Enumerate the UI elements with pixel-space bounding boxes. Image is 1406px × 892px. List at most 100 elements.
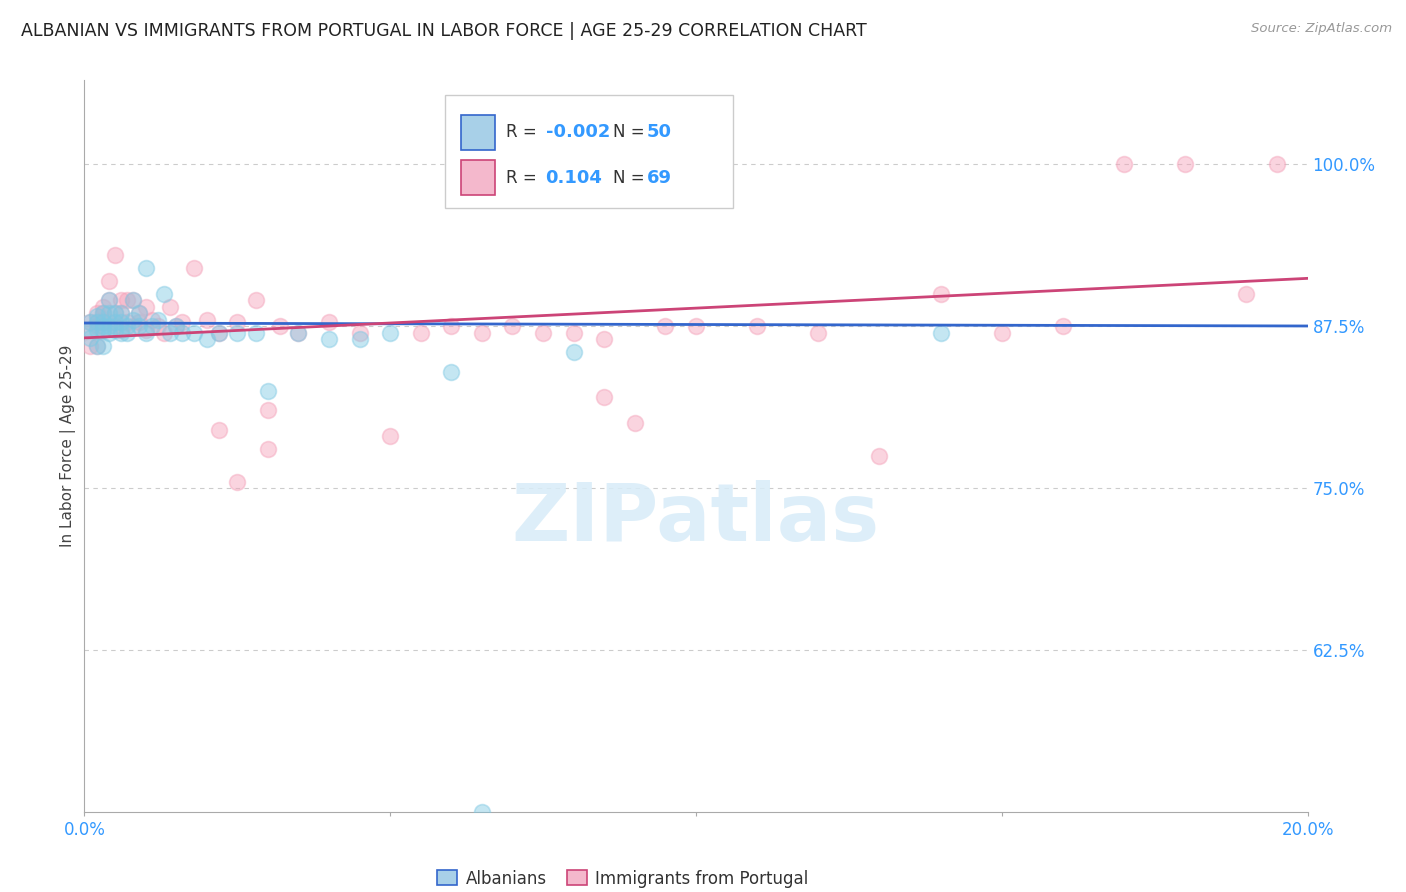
Point bbox=[153, 326, 176, 340]
Point bbox=[318, 332, 340, 346]
Point bbox=[502, 319, 524, 334]
Point bbox=[91, 306, 114, 320]
Text: ZIPatlas: ZIPatlas bbox=[512, 480, 880, 558]
Point bbox=[208, 326, 231, 340]
Point bbox=[86, 315, 108, 329]
Point bbox=[183, 260, 205, 275]
Text: 0.104: 0.104 bbox=[546, 169, 602, 186]
Point bbox=[110, 315, 132, 329]
Point bbox=[807, 326, 830, 340]
Point bbox=[747, 319, 769, 334]
Point bbox=[471, 326, 494, 340]
Point bbox=[79, 315, 101, 329]
Text: N =: N = bbox=[613, 169, 650, 186]
Point bbox=[86, 339, 108, 353]
Point bbox=[115, 326, 138, 340]
Point bbox=[122, 312, 145, 326]
Point bbox=[624, 417, 647, 431]
Point bbox=[1114, 157, 1136, 171]
Point bbox=[146, 312, 169, 326]
Point bbox=[593, 391, 616, 405]
Point bbox=[593, 332, 616, 346]
FancyBboxPatch shape bbox=[461, 160, 495, 195]
Point bbox=[929, 326, 952, 340]
Point bbox=[380, 326, 402, 340]
Point bbox=[380, 429, 402, 443]
Point bbox=[97, 293, 120, 308]
Point bbox=[110, 306, 132, 320]
Point bbox=[172, 326, 194, 340]
Point bbox=[318, 315, 340, 329]
Point bbox=[195, 312, 218, 326]
Point bbox=[91, 306, 114, 320]
Point bbox=[104, 306, 127, 320]
Point bbox=[1265, 157, 1288, 171]
FancyBboxPatch shape bbox=[446, 95, 733, 209]
Text: 69: 69 bbox=[647, 169, 672, 186]
Point bbox=[269, 319, 291, 334]
Point bbox=[86, 309, 108, 323]
Point bbox=[287, 326, 309, 340]
Point bbox=[91, 323, 114, 337]
Legend: Albanians, Immigrants from Portugal: Albanians, Immigrants from Portugal bbox=[437, 870, 808, 888]
Point bbox=[245, 326, 267, 340]
Point bbox=[991, 326, 1014, 340]
Point bbox=[104, 315, 127, 329]
Point bbox=[349, 326, 371, 340]
Point bbox=[1236, 286, 1258, 301]
Point bbox=[471, 805, 494, 819]
Point bbox=[531, 326, 554, 340]
Point bbox=[1052, 319, 1074, 334]
Point bbox=[159, 300, 181, 314]
Text: R =: R = bbox=[506, 123, 543, 141]
Point bbox=[159, 326, 181, 340]
Point bbox=[97, 326, 120, 340]
Point bbox=[122, 293, 145, 308]
Text: 50: 50 bbox=[647, 123, 672, 141]
Point bbox=[128, 315, 150, 329]
Point bbox=[79, 331, 101, 345]
Text: ALBANIAN VS IMMIGRANTS FROM PORTUGAL IN LABOR FORCE | AGE 25-29 CORRELATION CHAR: ALBANIAN VS IMMIGRANTS FROM PORTUGAL IN … bbox=[21, 22, 868, 40]
Point bbox=[135, 300, 157, 314]
Point bbox=[135, 323, 157, 337]
Point bbox=[141, 319, 163, 334]
Point bbox=[128, 319, 150, 334]
Point bbox=[104, 248, 127, 262]
Point bbox=[257, 403, 280, 417]
Point bbox=[104, 306, 127, 320]
Point bbox=[86, 319, 108, 334]
Point bbox=[97, 319, 120, 334]
Point bbox=[104, 319, 127, 334]
Point bbox=[409, 326, 432, 340]
Point bbox=[135, 326, 157, 340]
Point bbox=[869, 449, 891, 463]
Point bbox=[208, 423, 231, 437]
Point bbox=[654, 319, 676, 334]
Point bbox=[153, 286, 176, 301]
Point bbox=[183, 326, 205, 340]
Point bbox=[146, 319, 169, 334]
Point bbox=[104, 323, 127, 337]
Text: Source: ZipAtlas.com: Source: ZipAtlas.com bbox=[1251, 22, 1392, 36]
Point bbox=[128, 306, 150, 320]
Point bbox=[349, 332, 371, 346]
Point bbox=[128, 306, 150, 320]
Point bbox=[165, 319, 187, 334]
Text: N =: N = bbox=[613, 123, 650, 141]
FancyBboxPatch shape bbox=[461, 115, 495, 150]
Point bbox=[226, 315, 249, 329]
Point bbox=[91, 339, 114, 353]
Point bbox=[91, 315, 114, 329]
Point bbox=[165, 319, 187, 334]
Text: R =: R = bbox=[506, 169, 543, 186]
Point bbox=[97, 306, 120, 320]
Point bbox=[110, 293, 132, 308]
Point bbox=[440, 365, 463, 379]
Point bbox=[141, 312, 163, 326]
Point bbox=[79, 339, 101, 353]
Point bbox=[110, 326, 132, 340]
Point bbox=[97, 293, 120, 308]
Point bbox=[245, 293, 267, 308]
Point bbox=[287, 326, 309, 340]
Point bbox=[685, 319, 707, 334]
